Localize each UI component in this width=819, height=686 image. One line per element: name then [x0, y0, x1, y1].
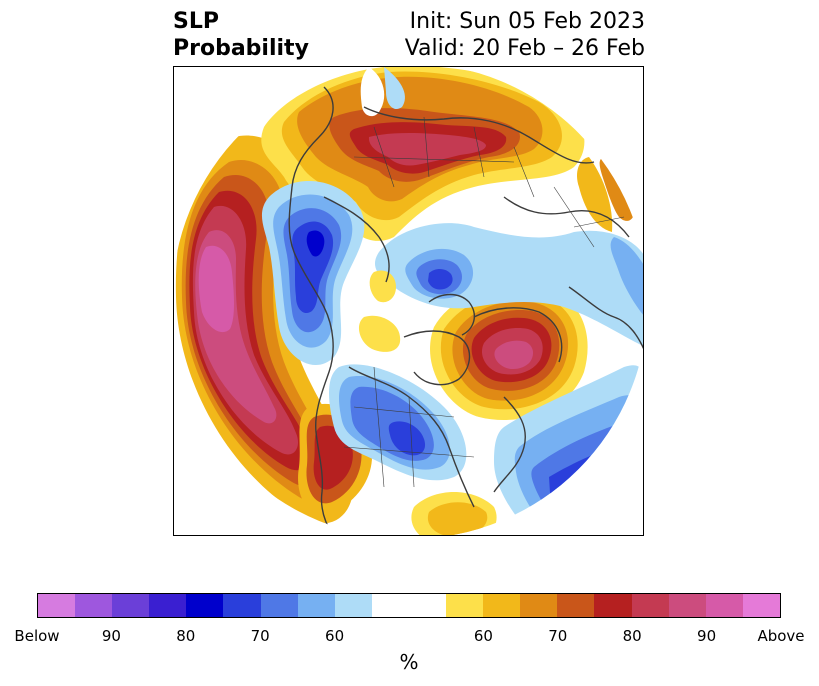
title-slp: SLP [173, 9, 219, 34]
colorbar-tick-label: Below [14, 627, 60, 645]
colorbar-segment [371, 594, 409, 617]
colorbar-segment [668, 594, 706, 617]
colorbar-segment [38, 594, 76, 617]
colorbar-tick-label: 60 [473, 627, 493, 645]
colorbar-segment [594, 594, 632, 617]
colorbar-segment [705, 594, 743, 617]
polar-minor-anomalies [358, 270, 425, 352]
colorbar-segment [297, 594, 335, 617]
colorbar-tick-label: 90 [101, 627, 121, 645]
colorbar-unit-label: % [399, 650, 419, 674]
colorbar-segment [483, 594, 521, 617]
title-probability: Probability [173, 36, 309, 61]
probability-map [174, 67, 643, 535]
colorbar-tick-label: 60 [325, 627, 345, 645]
colorbar-tick-label: 70 [250, 627, 270, 645]
political-borders [343, 116, 625, 488]
colorbar-segment [408, 594, 447, 617]
coastlines [288, 86, 643, 535]
valid-date-label: Valid: 20 Feb – 26 Feb [404, 36, 645, 61]
colorbar-segment [334, 594, 372, 617]
colorbar-segment [446, 594, 484, 617]
arctic-low-anomaly [375, 157, 643, 347]
colorbar-segment [149, 594, 187, 617]
colorbar-segment [112, 594, 150, 617]
chart-title-right: Init: Sun 05 Feb 2023 Valid: 20 Feb – 26… [405, 8, 645, 62]
colorbar-tick-label: 80 [176, 627, 196, 645]
map-panel [173, 66, 644, 536]
init-date-label: Init: Sun 05 Feb 2023 [409, 9, 645, 34]
colorbar-segment [557, 594, 595, 617]
chart-title-left: SLP Probability [173, 8, 309, 62]
colorbar-segment [186, 594, 224, 617]
colorbar-segment [520, 594, 558, 617]
canada-low-anomaly [261, 180, 365, 366]
colorbar-segment [223, 594, 261, 617]
colorbar-tick-label: 70 [548, 627, 568, 645]
colorbar-segment [742, 594, 780, 617]
colorbar-segment [260, 594, 298, 617]
probability-colorbar [37, 593, 781, 618]
colorbar-segment [631, 594, 669, 617]
colorbar-tick-label: 80 [622, 627, 642, 645]
central-us-low-anomaly [329, 364, 467, 481]
colorbar-tick-label: 90 [697, 627, 717, 645]
colorbar-tick-label: Above [757, 627, 805, 645]
colorbar-segment [75, 594, 113, 617]
